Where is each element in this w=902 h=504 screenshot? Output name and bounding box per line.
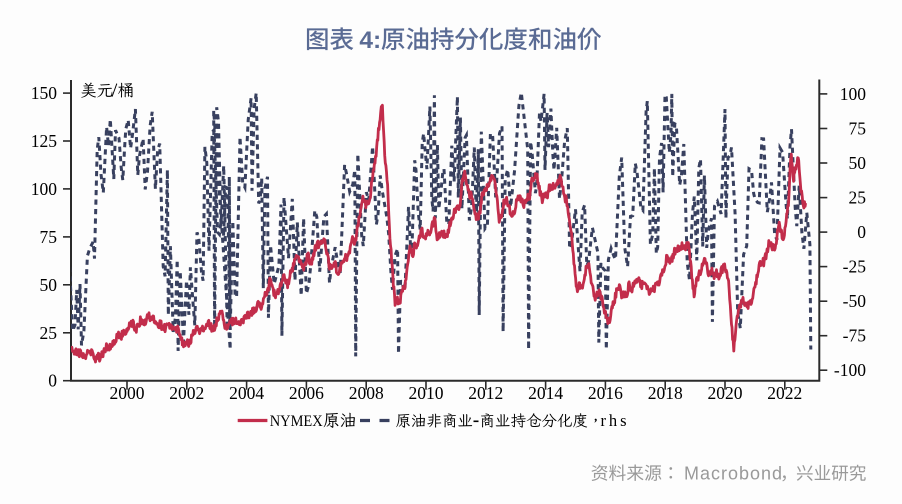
svg-text:-75: -75 xyxy=(843,326,867,346)
svg-text:-25: -25 xyxy=(843,257,867,277)
svg-text:2006: 2006 xyxy=(289,383,324,403)
svg-text:2002: 2002 xyxy=(169,383,204,403)
svg-text:0: 0 xyxy=(857,222,866,242)
svg-text:-50: -50 xyxy=(843,291,867,311)
svg-text:50: 50 xyxy=(40,275,58,295)
svg-text:100: 100 xyxy=(31,179,58,199)
svg-text:2012: 2012 xyxy=(468,383,503,403)
svg-text:100: 100 xyxy=(840,84,867,104)
svg-text:75: 75 xyxy=(849,119,867,139)
svg-text:2018: 2018 xyxy=(648,383,683,403)
svg-text:75: 75 xyxy=(40,227,58,247)
svg-text:2004: 2004 xyxy=(229,383,264,403)
svg-text:2010: 2010 xyxy=(409,383,444,403)
svg-text:25: 25 xyxy=(40,323,58,343)
svg-text:25: 25 xyxy=(849,188,867,208)
svg-text:2000: 2000 xyxy=(110,383,145,403)
svg-text:NYMEX: NYMEX xyxy=(270,413,323,430)
svg-text:0: 0 xyxy=(48,371,57,391)
svg-text:150: 150 xyxy=(31,83,58,103)
svg-text:Macrobond: Macrobond xyxy=(684,464,782,484)
svg-text:2022: 2022 xyxy=(767,383,802,403)
svg-text:125: 125 xyxy=(31,131,58,151)
svg-text:2016: 2016 xyxy=(588,383,623,403)
svg-text:50: 50 xyxy=(849,153,867,173)
svg-text:-100: -100 xyxy=(834,360,866,380)
svg-text:2008: 2008 xyxy=(349,383,384,403)
svg-text:4:: 4: xyxy=(359,27,381,54)
svg-text:rhs: rhs xyxy=(601,411,627,430)
svg-text:2014: 2014 xyxy=(528,383,563,403)
svg-text:2020: 2020 xyxy=(708,383,743,403)
